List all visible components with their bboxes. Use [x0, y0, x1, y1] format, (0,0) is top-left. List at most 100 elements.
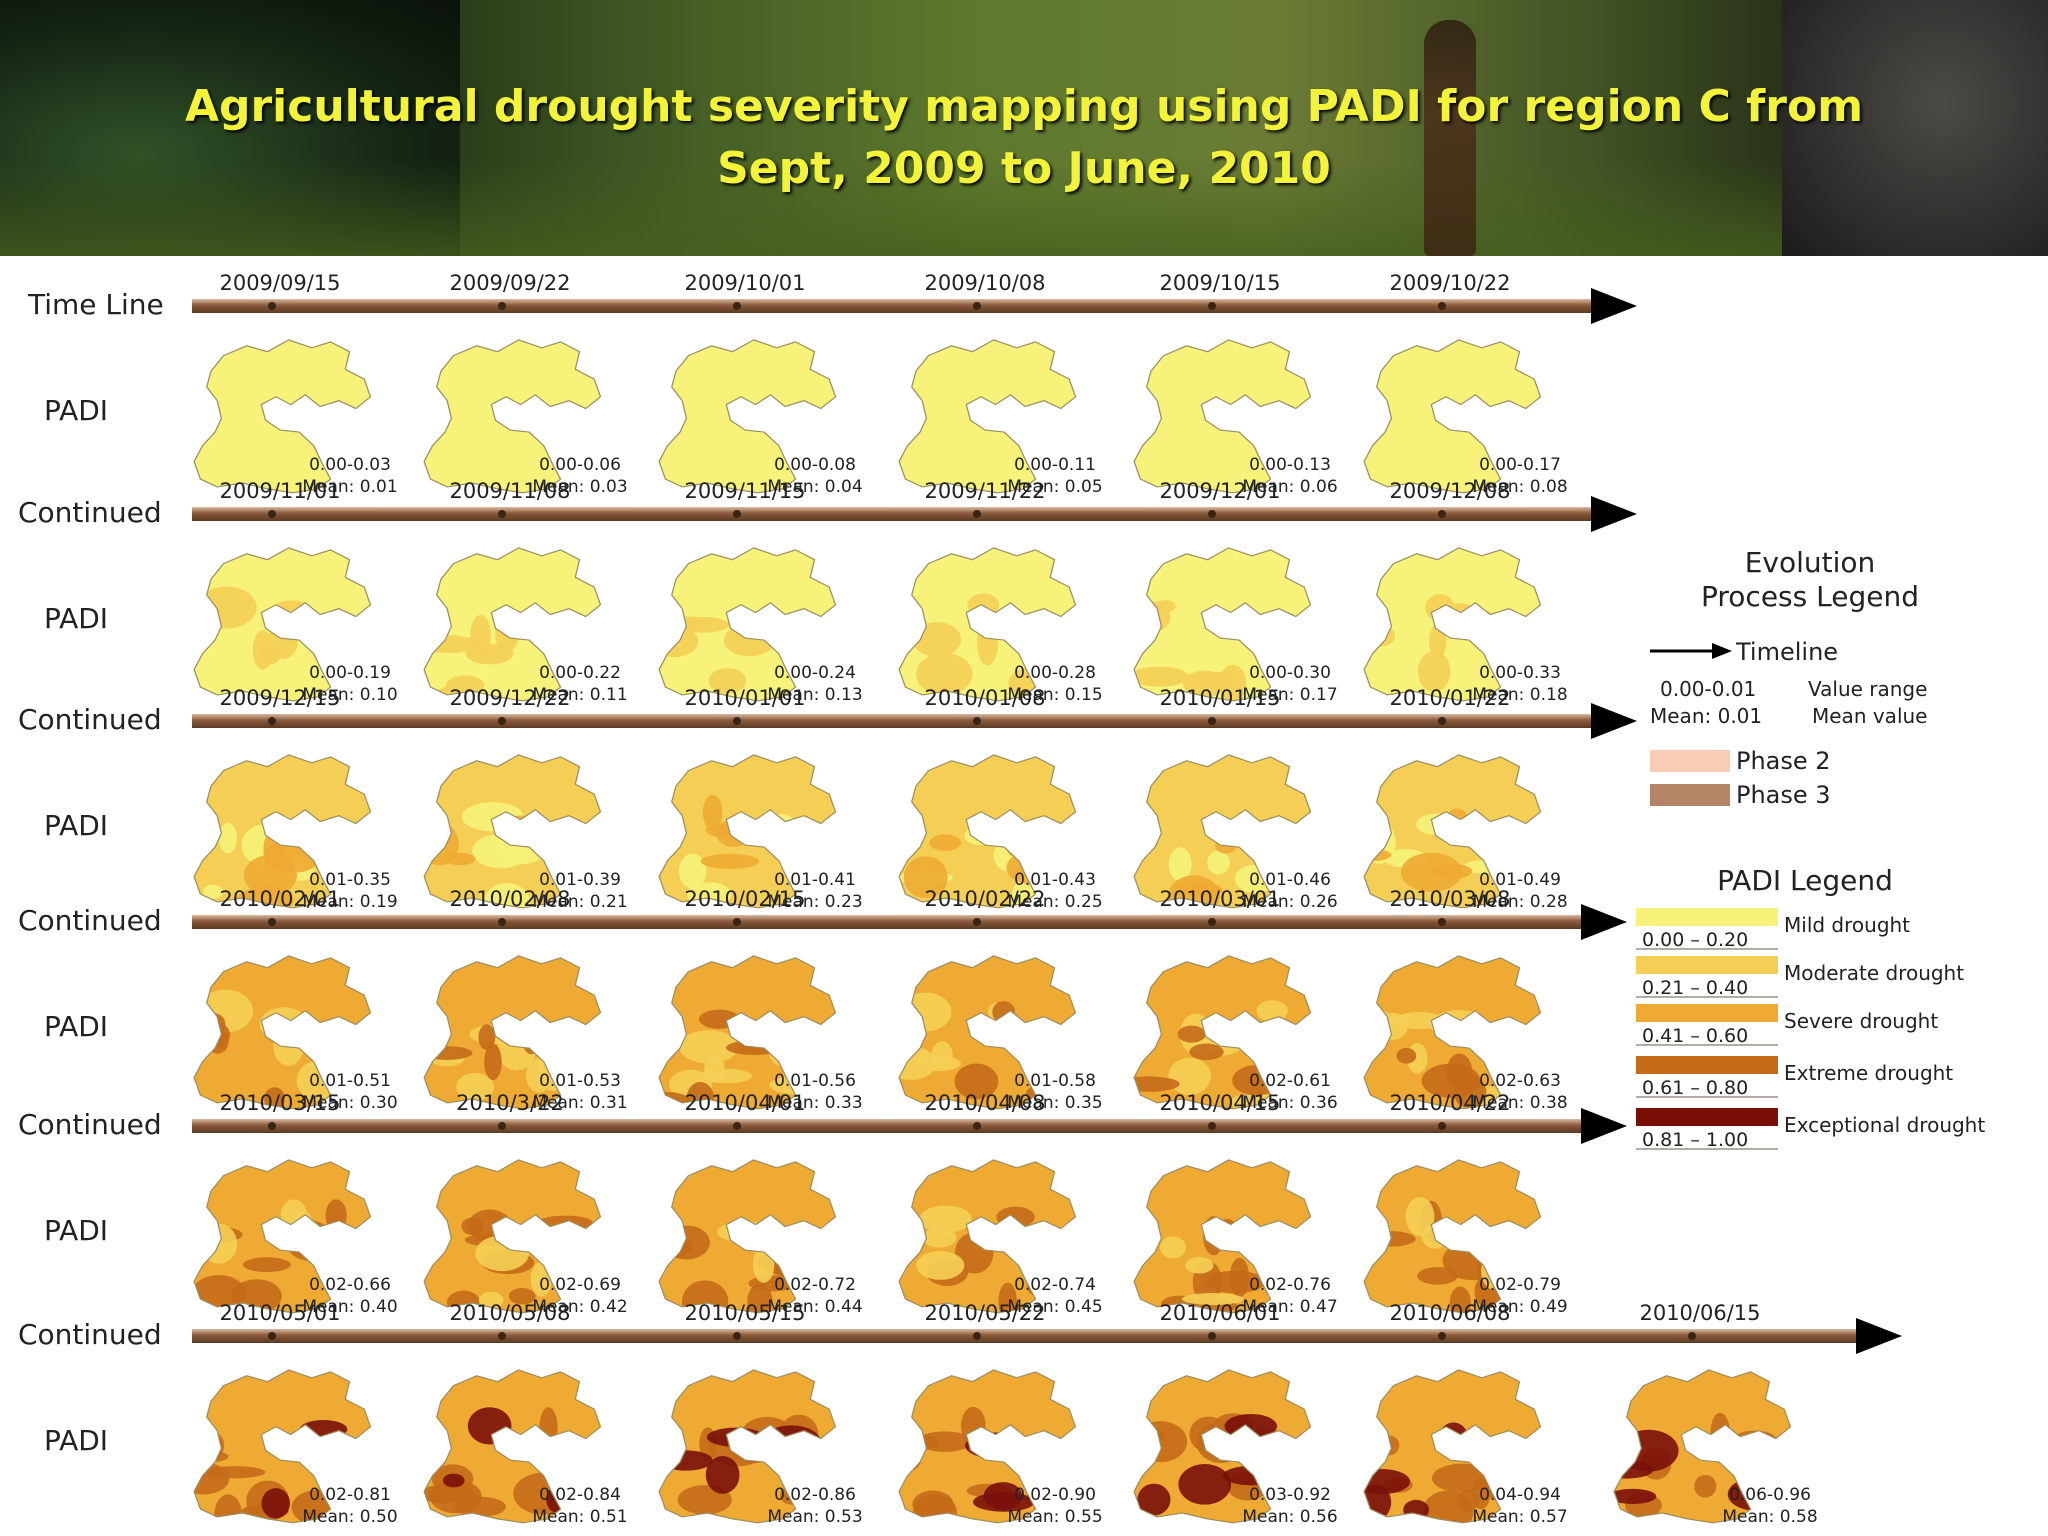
severity-patch	[1177, 1025, 1206, 1043]
severity-patch	[1134, 1076, 1180, 1092]
mean-value-label: Mean: 0.33	[767, 1093, 862, 1113]
timeline-sample-arrow-icon	[1712, 643, 1732, 659]
timeline-date: 2010/01/01	[684, 686, 805, 710]
timeline-node	[973, 1122, 981, 1130]
severity-patch	[1364, 849, 1392, 862]
severity-patch	[1205, 1270, 1265, 1294]
severity-patch	[726, 1040, 782, 1056]
mean-value-label: Mean: 0.49	[1472, 1297, 1567, 1317]
padi-class-label: Moderate drought	[1784, 961, 1964, 985]
severity-patch	[1134, 1421, 1188, 1463]
timeline-node	[973, 1332, 981, 1340]
timeline-node	[733, 717, 741, 725]
severity-patch	[243, 855, 298, 896]
timeline-node	[498, 717, 506, 725]
timeline-node	[268, 1332, 276, 1340]
severity-patch	[677, 616, 730, 633]
value-range-label: 0.02-0.66	[309, 1275, 391, 1295]
value-range-label: 0.06-0.96	[1729, 1485, 1811, 1505]
severity-patch	[1417, 651, 1451, 693]
severity-patch	[194, 1022, 216, 1045]
mean-value-label: Mean: 0.56	[1242, 1507, 1337, 1527]
mean-value-label: Mean: 0.18	[1472, 685, 1567, 705]
timeline-date: 2010/3/22	[456, 1091, 564, 1115]
mean-value-label: Mean: 0.53	[767, 1507, 862, 1527]
timeline-date: 2009/11/22	[924, 479, 1045, 503]
severity-patch	[456, 1072, 495, 1101]
severity-patch	[508, 1288, 536, 1305]
page-title-line-1: Agricultural drought severity mapping us…	[184, 81, 1864, 132]
severity-patch	[442, 1473, 465, 1488]
severity-patch	[194, 1450, 229, 1463]
timeline-date: 2009/09/15	[219, 271, 340, 295]
padi-class-label: Severe drought	[1784, 1009, 1938, 1033]
severity-patch	[916, 653, 973, 696]
timeline-arrow-icon	[1856, 1318, 1902, 1354]
value-range-label: 0.00-0.24	[774, 663, 856, 683]
timeline-arrow-icon	[1591, 703, 1637, 739]
severity-patch	[1178, 1464, 1232, 1505]
timeline-bar	[192, 714, 1595, 728]
severity-patch	[747, 1283, 773, 1313]
timeline-date: 2009/11/01	[219, 479, 340, 503]
value-range-label: 0.02-0.63	[1479, 1071, 1561, 1091]
severity-patch	[218, 822, 238, 854]
severity-patch	[1006, 838, 1028, 858]
mean-value-label: Mean: 0.04	[767, 477, 862, 497]
severity-patch	[919, 1205, 972, 1233]
value-range-label: 0.00-0.30	[1249, 663, 1331, 683]
timeline-date: 2010/01/15	[1159, 686, 1280, 710]
severity-patch	[1218, 1218, 1237, 1238]
severity-patch	[899, 1442, 922, 1471]
timeline-date: 2009/11/08	[449, 479, 570, 503]
severity-patch	[495, 615, 520, 652]
severity-patch	[470, 614, 491, 656]
timeline-date: 2009/10/01	[684, 271, 805, 295]
timeline-date: 2009/12/01	[1159, 479, 1280, 503]
severity-patch	[1256, 1000, 1288, 1022]
value-range-label: 0.01-0.58	[1014, 1071, 1096, 1091]
value-range-label: 0.02-0.84	[539, 1485, 621, 1505]
mean-value-label: Mean: 0.10	[302, 685, 397, 705]
timeline-node	[1438, 510, 1446, 518]
mean-value-label: Mean: 0.25	[1007, 892, 1102, 912]
severity-patch	[659, 1450, 713, 1471]
severity-patch	[537, 1460, 571, 1476]
padi-class-swatch	[1636, 908, 1778, 926]
value-range-label: 0.02-0.61	[1249, 1071, 1331, 1091]
severity-patch	[792, 1448, 811, 1488]
timeline-date: 2010/03/08	[1389, 887, 1510, 911]
severity-patch	[1396, 1047, 1417, 1064]
mean-value-label: Mean: 0.23	[767, 892, 862, 912]
timeline-date: 2010/02/08	[449, 887, 570, 911]
continued-label: Continued	[18, 703, 162, 736]
padi-class-range: 0.41 – 0.60	[1642, 1025, 1748, 1047]
timeline-date: 2010/05/22	[924, 1301, 1045, 1325]
severity-patch	[922, 1227, 957, 1248]
severity-patch	[478, 1024, 496, 1051]
value-range-label: 0.00-0.03	[309, 455, 391, 475]
value-range-label: 0.01-0.35	[309, 870, 391, 890]
severity-patch	[1185, 1257, 1214, 1274]
padi-row-label: PADI	[44, 394, 108, 427]
timeline-date: 2009/10/22	[1389, 271, 1510, 295]
severity-patch	[424, 1046, 473, 1060]
mean-value-label: Mean: 0.45	[1007, 1297, 1102, 1317]
mean-value-label: Mean: 0.57	[1472, 1507, 1567, 1527]
severity-patch	[554, 845, 573, 870]
severity-patch	[996, 1206, 1035, 1228]
mean-value-label: Mean: 0.13	[767, 685, 862, 705]
severity-patch	[931, 1041, 953, 1069]
mean-value-label: Mean: 0.08	[1472, 477, 1567, 497]
timeline-node	[1688, 1332, 1696, 1340]
timeline-node	[498, 1122, 506, 1130]
region-map	[898, 1369, 1077, 1524]
mean-value-label: Mean: 0.03	[532, 477, 627, 497]
timeline-node	[1208, 510, 1216, 518]
